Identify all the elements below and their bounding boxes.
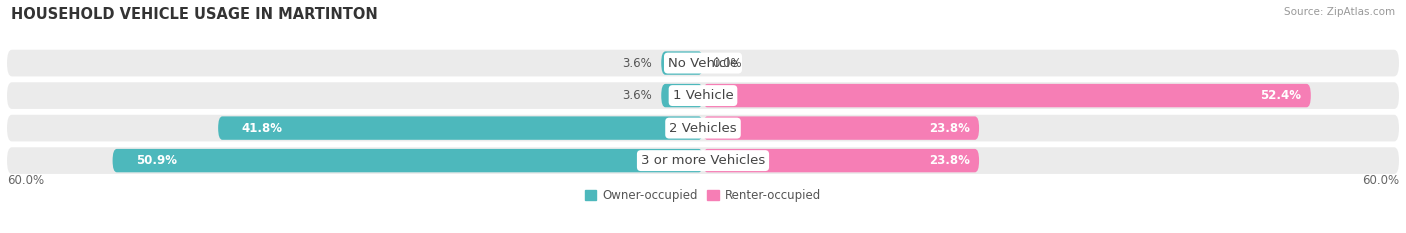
FancyBboxPatch shape <box>112 149 703 172</box>
FancyBboxPatch shape <box>703 84 1310 107</box>
Text: 50.9%: 50.9% <box>136 154 177 167</box>
Text: 3 or more Vehicles: 3 or more Vehicles <box>641 154 765 167</box>
Text: 60.0%: 60.0% <box>1362 174 1399 187</box>
FancyBboxPatch shape <box>7 115 1399 141</box>
FancyBboxPatch shape <box>661 84 703 107</box>
FancyBboxPatch shape <box>7 82 1399 109</box>
Text: 2 Vehicles: 2 Vehicles <box>669 122 737 135</box>
FancyBboxPatch shape <box>661 51 703 75</box>
Text: 23.8%: 23.8% <box>929 122 970 135</box>
Legend: Owner-occupied, Renter-occupied: Owner-occupied, Renter-occupied <box>579 184 827 207</box>
Text: 3.6%: 3.6% <box>623 89 652 102</box>
Text: 3.6%: 3.6% <box>623 57 652 70</box>
Text: 60.0%: 60.0% <box>7 174 44 187</box>
Text: No Vehicle: No Vehicle <box>668 57 738 70</box>
FancyBboxPatch shape <box>218 116 703 140</box>
Text: HOUSEHOLD VEHICLE USAGE IN MARTINTON: HOUSEHOLD VEHICLE USAGE IN MARTINTON <box>11 7 378 22</box>
Text: 23.8%: 23.8% <box>929 154 970 167</box>
Text: Source: ZipAtlas.com: Source: ZipAtlas.com <box>1284 7 1395 17</box>
Text: 41.8%: 41.8% <box>242 122 283 135</box>
Text: 0.0%: 0.0% <box>713 57 742 70</box>
FancyBboxPatch shape <box>703 116 979 140</box>
Text: 1 Vehicle: 1 Vehicle <box>672 89 734 102</box>
FancyBboxPatch shape <box>7 50 1399 76</box>
FancyBboxPatch shape <box>7 147 1399 174</box>
Text: 52.4%: 52.4% <box>1261 89 1302 102</box>
FancyBboxPatch shape <box>703 149 979 172</box>
